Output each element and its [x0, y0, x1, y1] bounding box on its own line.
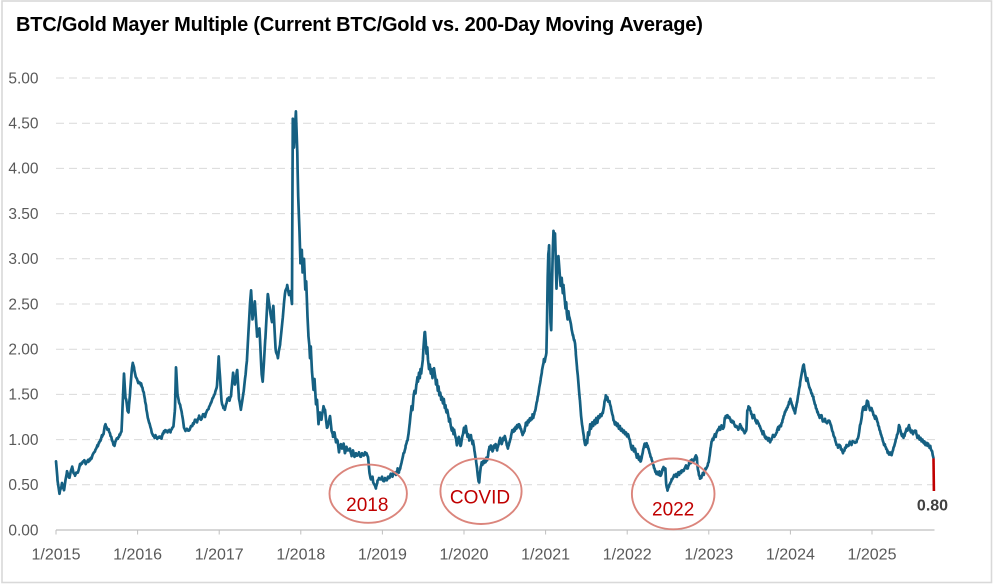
- svg-text:1/2024: 1/2024: [766, 547, 815, 564]
- svg-text:1/2019: 1/2019: [358, 547, 407, 564]
- svg-text:4.00: 4.00: [8, 161, 39, 178]
- svg-text:1.50: 1.50: [8, 387, 39, 404]
- svg-text:1/2016: 1/2016: [113, 547, 162, 564]
- svg-text:3.00: 3.00: [8, 251, 39, 268]
- svg-text:2.50: 2.50: [8, 296, 39, 313]
- svg-text:1.00: 1.00: [8, 432, 39, 449]
- svg-text:1/2020: 1/2020: [440, 547, 489, 564]
- svg-text:3.50: 3.50: [8, 206, 39, 223]
- svg-text:2.00: 2.00: [8, 342, 39, 359]
- svg-text:2022: 2022: [652, 500, 694, 521]
- svg-text:0.00: 0.00: [8, 522, 39, 539]
- svg-text:1/2018: 1/2018: [276, 547, 325, 564]
- svg-text:1/2015: 1/2015: [32, 547, 81, 564]
- svg-text:1/2022: 1/2022: [603, 547, 652, 564]
- svg-text:1/2025: 1/2025: [848, 547, 897, 564]
- svg-text:5.00: 5.00: [8, 70, 39, 87]
- svg-text:1/2021: 1/2021: [521, 547, 570, 564]
- svg-text:2018: 2018: [346, 495, 388, 516]
- svg-text:4.50: 4.50: [8, 116, 39, 133]
- svg-text:COVID: COVID: [450, 488, 510, 509]
- svg-text:1/2017: 1/2017: [195, 547, 244, 564]
- svg-text:0.50: 0.50: [8, 477, 39, 494]
- svg-text:0.80: 0.80: [917, 498, 948, 515]
- svg-text:1/2023: 1/2023: [684, 547, 733, 564]
